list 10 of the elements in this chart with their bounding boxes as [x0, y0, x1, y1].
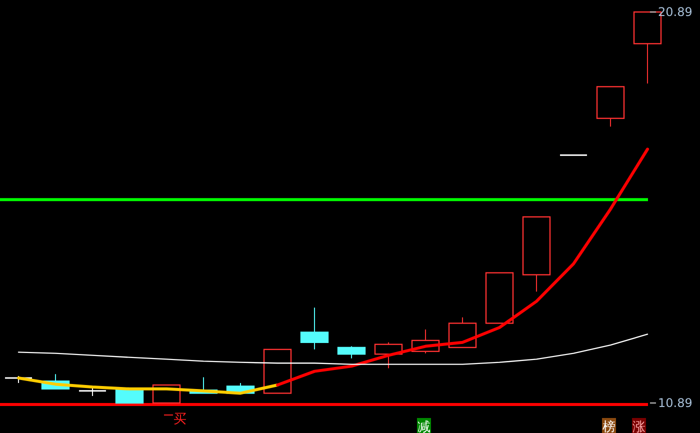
line-series [18, 334, 648, 365]
text: 涨 [632, 420, 646, 433]
candlestick [300, 307, 329, 350]
text: 买 [174, 412, 186, 427]
y-tick-label: 20.89 [658, 5, 692, 19]
text: 榜 [602, 420, 616, 433]
line-series [276, 148, 649, 386]
line-series [17, 376, 279, 395]
text: 减 [418, 420, 430, 433]
y-tick-label: 10.89 [658, 396, 692, 410]
